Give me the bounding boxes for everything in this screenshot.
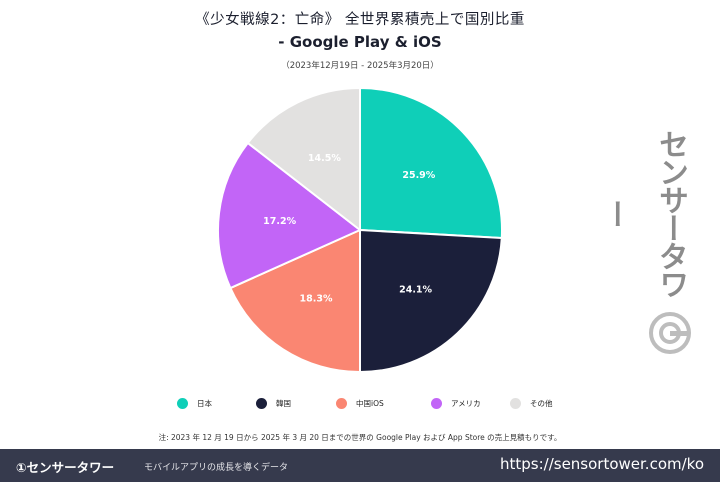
legend-item-3: 中国iOS (336, 398, 384, 409)
pie-slice-1 (359, 86, 503, 240)
legend-swatch (256, 398, 267, 409)
legend-label: 韓国 (276, 399, 291, 408)
legend-label: 日本 (197, 399, 212, 408)
sensor-tower-logo-icon (649, 312, 691, 354)
slice-label-5: 14.5% (308, 153, 341, 164)
chart-subtitle: - Google Play & iOS (278, 33, 442, 51)
legend-label: 中国iOS (356, 399, 384, 408)
website-link[interactable]: https://sensortower.com/ko (499, 455, 704, 473)
slice-label-4: 17.2% (263, 216, 296, 227)
watermark-text: センサータワー (597, 129, 688, 297)
pie-slice-5 (246, 86, 361, 233)
sensor-tower-watermark: センサータワー (597, 118, 698, 358)
chart-title: 《少女戦線2：亡命》 全世界累積売上で国別比重 (195, 12, 525, 28)
legend-item-5: その他 (510, 398, 553, 409)
slice-label-3: 18.3% (300, 293, 333, 304)
legend-swatch (336, 398, 347, 409)
legend-item-2: 韓国 (256, 398, 291, 409)
brand-tagline: モバイルアプリの成長を導くデータ (144, 463, 289, 473)
legend-item-1: 日本 (177, 398, 212, 409)
legend-label: その他 (530, 399, 553, 408)
footnote: 注: 2023 年 12 月 19 日から 2025 年 3 月 20 日までの… (158, 433, 562, 442)
legend-swatch (431, 398, 442, 409)
brand-logo: ①センサータワー (16, 460, 115, 475)
legend-swatch (510, 398, 521, 409)
slice-label-1: 25.9% (402, 170, 435, 181)
pie-slice-3 (229, 228, 361, 374)
footer-bar: ①センサータワー モバイルアプリの成長を導くデータ https://sensor… (0, 449, 720, 482)
legend-swatch (177, 398, 188, 409)
legend-label: アメリカ (451, 399, 481, 408)
slice-label-2: 24.1% (399, 284, 432, 295)
chart-legend: 日本 韓国 中国iOS アメリカ その他 (0, 398, 720, 414)
legend-item-4: アメリカ (431, 398, 481, 409)
date-range: （2023年12月19日 - 2025年3月20日） (281, 61, 439, 71)
pie-slice-2 (359, 228, 503, 374)
pie-slice-4 (217, 141, 362, 290)
